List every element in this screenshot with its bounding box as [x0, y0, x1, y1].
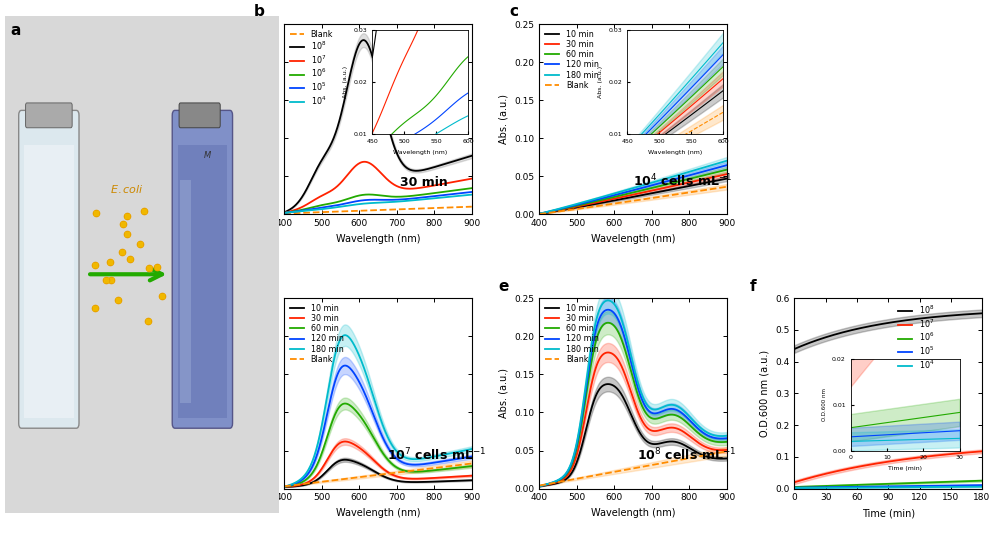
Text: c: c	[509, 4, 518, 19]
Text: e: e	[498, 279, 508, 294]
FancyBboxPatch shape	[172, 111, 232, 428]
Legend: Blank, 10$^8$, 10$^7$, 10$^6$, 10$^5$, 10$^4$: Blank, 10$^8$, 10$^7$, 10$^6$, 10$^5$, 1…	[286, 27, 336, 110]
Text: a: a	[10, 23, 21, 38]
FancyBboxPatch shape	[26, 103, 72, 128]
Legend: 10 min, 30 min, 60 min, 120 min, 180 min, Blank: 10 min, 30 min, 60 min, 120 min, 180 min…	[541, 27, 602, 93]
FancyBboxPatch shape	[179, 103, 220, 128]
Text: b: b	[254, 4, 265, 19]
Y-axis label: Abs. (a.u.): Abs. (a.u.)	[243, 94, 253, 144]
Text: 10$^4$ cells mL$^{-1}$: 10$^4$ cells mL$^{-1}$	[633, 172, 733, 189]
Y-axis label: Abs. (a.u.): Abs. (a.u.)	[498, 94, 508, 144]
Y-axis label: Abs. (a.u.): Abs. (a.u.)	[243, 368, 253, 419]
X-axis label: Wavelength (nm): Wavelength (nm)	[336, 234, 420, 244]
Legend: 10 min, 30 min, 60 min, 120 min, 180 min, Blank: 10 min, 30 min, 60 min, 120 min, 180 min…	[541, 301, 602, 367]
FancyBboxPatch shape	[180, 180, 191, 403]
FancyBboxPatch shape	[24, 145, 74, 418]
Text: 10$^8$ cells mL$^{-1}$: 10$^8$ cells mL$^{-1}$	[637, 446, 736, 463]
Legend: 10 min, 30 min, 60 min, 120 min, 180 min, Blank: 10 min, 30 min, 60 min, 120 min, 180 min…	[286, 301, 347, 367]
Text: M: M	[204, 151, 211, 160]
Text: f: f	[750, 279, 756, 294]
Text: $\it{E. coli}$: $\it{E. coli}$	[110, 183, 144, 195]
FancyBboxPatch shape	[5, 16, 279, 513]
X-axis label: Wavelength (nm): Wavelength (nm)	[336, 508, 420, 518]
X-axis label: Wavelength (nm): Wavelength (nm)	[591, 234, 675, 244]
Y-axis label: Abs. (a.u.): Abs. (a.u.)	[498, 368, 508, 419]
FancyBboxPatch shape	[19, 111, 79, 428]
Text: 30 min: 30 min	[401, 176, 449, 189]
X-axis label: Wavelength (nm): Wavelength (nm)	[591, 508, 675, 518]
X-axis label: Time (min): Time (min)	[861, 508, 915, 518]
Text: 10$^7$ cells mL$^{-1}$: 10$^7$ cells mL$^{-1}$	[387, 446, 487, 463]
Text: d: d	[243, 279, 253, 294]
Legend: 10$^8$, 10$^7$, 10$^6$, 10$^5$, 10$^4$: 10$^8$, 10$^7$, 10$^6$, 10$^5$, 10$^4$	[894, 301, 937, 374]
FancyBboxPatch shape	[177, 145, 227, 418]
Y-axis label: O.D.600 nm (a.u.): O.D.600 nm (a.u.)	[760, 350, 770, 437]
